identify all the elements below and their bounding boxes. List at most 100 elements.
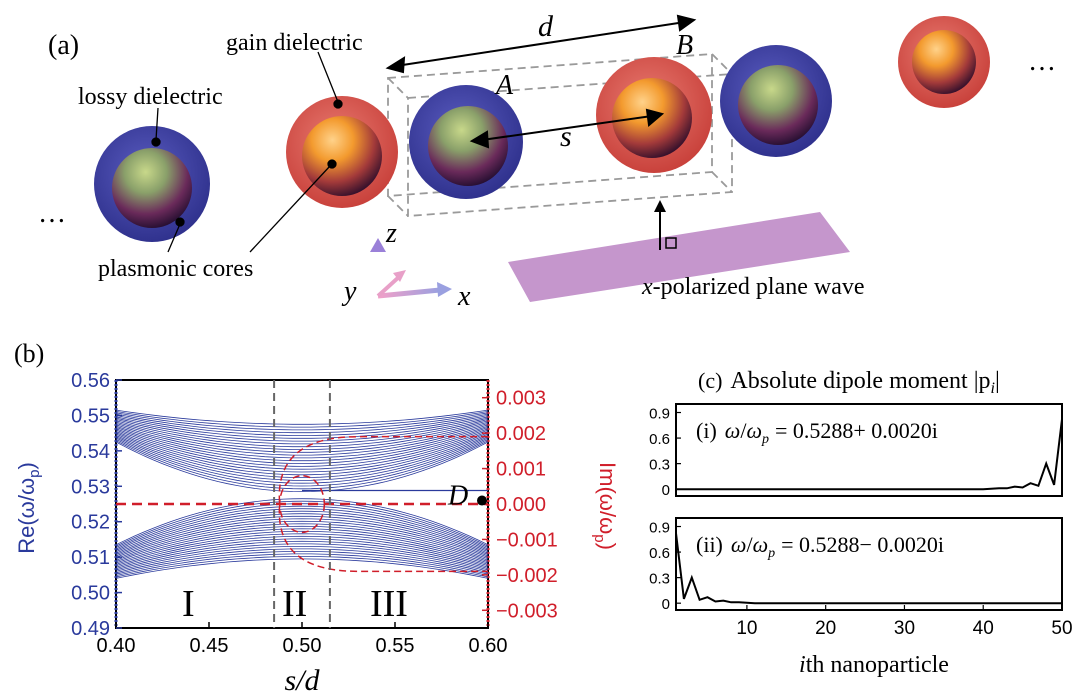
region-I-label: I	[182, 583, 195, 625]
lossy-dielectric-label: lossy dielectric	[78, 84, 223, 110]
d-arrow	[385, 14, 697, 74]
left-axis-label-close: )	[14, 462, 39, 469]
panel-c: (c) Absolute dipole moment |pi| 0 0.3 0.6 0.…	[649, 368, 1072, 678]
particle-lossy-right	[720, 45, 832, 157]
re-band-upper-12	[115, 425, 489, 459]
particle-gain-1	[286, 96, 398, 208]
c-xlabel-text: th nanoparticle	[806, 652, 949, 678]
re-band-lower-7	[115, 540, 489, 569]
re-band-lower-6	[115, 543, 489, 571]
re-band-upper-10	[115, 428, 489, 465]
re-band-upper-22	[115, 412, 489, 431]
re-band-upper-7	[115, 432, 489, 473]
left-axis-label-sub: p	[26, 470, 43, 478]
panel-b: (b) 0.40 0.45 0.50 0.55 0.60 0.49 0.50 0.51 0.52…	[14, 339, 620, 697]
plane-wave-label: x-polarized plane wave	[641, 274, 865, 300]
x-tick-label-1: 0.45	[190, 635, 229, 657]
plane-wave-text: -polarized plane wave	[653, 274, 865, 300]
c2-value: = 0.5288− 0.0020i	[781, 532, 944, 557]
re-band-lower-19	[115, 510, 489, 553]
c2-y-tick-label-2: 0.6	[649, 545, 670, 562]
re-band-upper-2	[115, 438, 489, 487]
right-tick-label-1: −0.002	[496, 565, 558, 587]
plot-c2-series	[675, 533, 1062, 605]
right-tick-label-5: 0.002	[496, 423, 546, 445]
x-tick-label-4: 0.60	[469, 635, 508, 657]
re-band-upper-19	[115, 416, 489, 439]
z-axis-label: z	[385, 218, 397, 249]
c2-omega-sub: p	[767, 546, 775, 561]
s-label: s	[560, 120, 572, 153]
region-II-label: II	[282, 583, 307, 625]
left-tick-label-1: 0.50	[71, 583, 110, 605]
panel-c-title: (c) Absolute dipole moment |pi|	[698, 368, 1000, 397]
plasmonic-cores-label: plasmonic cores	[98, 256, 253, 282]
left-tick-label-3: 0.52	[71, 512, 110, 534]
c-xlabel-var: i	[799, 652, 806, 678]
right-axis-label: Im(ω/ωp)	[591, 462, 620, 550]
re-band-lower-23	[115, 500, 489, 547]
left-tick-label-6: 0.55	[71, 405, 110, 427]
plane-wave	[508, 200, 850, 302]
re-band-upper-8	[115, 431, 489, 470]
c2-line	[675, 533, 1062, 605]
plot-c1-series	[676, 419, 1063, 491]
c2-y-tick-label-3: 0.9	[649, 520, 670, 537]
c2-y-tick-label-0: 0	[662, 596, 670, 613]
plot-c2-frame	[675, 517, 1063, 611]
re-band-lower-12	[115, 528, 489, 562]
re-band-upper-5	[115, 435, 489, 479]
plot-c-ticks: 0 0.3 0.6 0.9 0 0.3 0.6 0.9 10 20 30 40 50	[649, 406, 1072, 639]
c1-y-tick-label-3: 0.9	[649, 406, 670, 423]
re-band-lower-3	[115, 551, 489, 575]
annotation-leaders	[151, 51, 343, 253]
c1-y-tick-label-1: 0.3	[649, 457, 670, 474]
re-band-lower-1	[115, 555, 489, 578]
re-band-upper-6	[115, 433, 489, 476]
re-band-upper-13	[115, 424, 489, 456]
x-tick-label-3: 0.55	[376, 635, 415, 657]
re-band-lower-18	[115, 513, 489, 554]
right-tick-label-3: 0.000	[496, 494, 546, 516]
c2-omega-p: ω	[753, 532, 769, 557]
c2-y-tick-label-1: 0.3	[649, 571, 670, 588]
re-band-lower-0	[115, 558, 489, 579]
re-band-lower-5	[115, 546, 489, 572]
left-tick-label-5: 0.54	[71, 441, 110, 463]
re-band-lower-9	[115, 535, 489, 567]
b-xlabel: s/d	[284, 664, 320, 697]
re-band-upper-18	[115, 417, 489, 442]
c2-x-tick-label-4: 50	[1051, 618, 1072, 639]
left-axis-label-main: Re(ω/ω	[14, 478, 39, 554]
re-band-upper-0	[115, 441, 489, 493]
s-arrow	[469, 108, 665, 149]
right-axis-label-sub: p	[591, 534, 608, 542]
panel-b-label: (b)	[14, 339, 44, 368]
point-D-marker	[477, 495, 487, 506]
c-xlabel: ith nanoparticle	[799, 652, 949, 678]
re-band-lower-21	[115, 505, 489, 550]
c1-omega-sub: p	[761, 432, 769, 447]
x-tick-label-2: 0.50	[283, 635, 322, 657]
re-band-lower-10	[115, 533, 489, 565]
point-D-label: D	[447, 481, 468, 512]
left-axis-label: Re(ω/ωp)	[14, 462, 43, 554]
particle-lossy-A	[409, 85, 523, 199]
re-band-upper-24	[115, 409, 489, 425]
re-band-upper-16	[115, 420, 489, 448]
re-band-upper-17	[115, 419, 489, 445]
re-band-lower-4	[115, 548, 489, 574]
re-band-lower-14	[115, 523, 489, 560]
x-tick-label-0: 0.40	[97, 635, 136, 657]
c2-prefix: (ii)	[696, 532, 723, 557]
c2-omega: ω	[731, 532, 747, 557]
c1-omega-p: ω	[746, 418, 762, 443]
c1-omega: ω	[725, 418, 741, 443]
right-tick-label-2: −0.001	[496, 529, 558, 551]
re-band-upper-11	[115, 427, 489, 462]
left-tick-label-7: 0.56	[71, 370, 110, 392]
right-tick-label-4: 0.001	[496, 459, 546, 481]
re-band-upper-21	[115, 413, 489, 434]
c2-x-tick-label-2: 30	[894, 618, 915, 639]
